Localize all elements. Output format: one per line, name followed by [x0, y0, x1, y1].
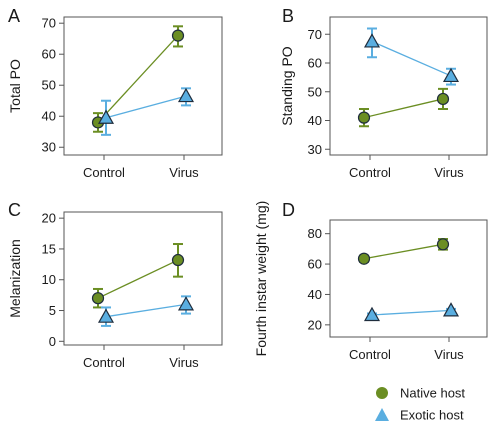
panel-letter: A [8, 6, 20, 26]
data-point-triangle [177, 87, 195, 103]
data-point-circle [171, 253, 185, 267]
y-tick-label: 50 [308, 84, 322, 99]
y-tick-label: 50 [42, 78, 56, 93]
data-point-triangle [363, 306, 381, 322]
y-axis-label: Melanization [7, 239, 23, 318]
y-tick-label: 40 [42, 109, 56, 124]
y-tick-label: 70 [308, 27, 322, 42]
data-point-triangle [442, 302, 460, 317]
y-tick-label: 60 [308, 56, 322, 71]
data-point-circle [357, 252, 371, 265]
data-point-triangle [177, 296, 195, 311]
legend-marker-triangle [375, 408, 389, 421]
x-tick-label: Control [83, 165, 125, 180]
y-tick-label: 10 [42, 272, 56, 287]
y-tick-label: 70 [42, 16, 56, 31]
panel-b: B 30 40 50 60 70 Control Virus Standing PO [279, 6, 488, 180]
y-tick-label: 20 [42, 211, 56, 226]
data-point-circle [436, 92, 450, 106]
panel-letter: D [282, 200, 295, 220]
data-point-circle [436, 238, 450, 251]
panel-letter: B [282, 6, 294, 26]
y-tick-label: 40 [308, 287, 322, 302]
legend-label: Exotic host [400, 408, 464, 423]
panel-letter: C [8, 200, 21, 220]
series-line [97, 35, 179, 123]
y-tick-label: 30 [42, 140, 56, 155]
legend-label: Native host [400, 386, 465, 401]
x-tick-label: Virus [434, 347, 464, 362]
panel-d: D 20 40 60 80 Control Virus Fourth instar weigh… [253, 200, 488, 362]
data-point-triangle [97, 109, 115, 124]
y-tick-label: 40 [308, 113, 322, 128]
y-axis-label: Standing PO [279, 46, 295, 125]
data-point-triangle [442, 67, 460, 83]
x-tick-label: Control [349, 347, 391, 362]
data-point-circle [91, 292, 105, 305]
series-exotic-host [97, 87, 195, 136]
y-axis-label: Fourth instar weight (mg) [253, 201, 269, 357]
x-tick-label: Virus [434, 165, 464, 180]
series-native-host [357, 87, 450, 128]
x-tick-label: Virus [169, 355, 199, 370]
series-line [371, 40, 452, 77]
series-line [371, 309, 452, 316]
legend: Native host Exotic host [375, 386, 465, 423]
series-exotic-host [97, 295, 195, 327]
legend-marker-circle [376, 387, 388, 399]
series-native-host [357, 237, 450, 265]
data-point-circle [357, 111, 371, 124]
plot-frame [329, 219, 488, 338]
y-tick-label: 60 [308, 257, 322, 272]
series-line [105, 95, 187, 119]
plot-frame [329, 16, 488, 156]
plot-frame [63, 16, 223, 156]
data-point-triangle [97, 308, 115, 323]
series-line [363, 243, 444, 260]
y-tick-label: 20 [308, 317, 322, 332]
x-tick-label: Control [83, 355, 125, 370]
series-exotic-host [363, 302, 460, 322]
panel-a: A 30 40 50 60 70 Control Virus Total PO [7, 6, 223, 180]
series-line [97, 259, 179, 299]
plot-frame [63, 211, 223, 346]
x-tick-label: Virus [169, 165, 199, 180]
x-tick-label: Control [349, 165, 391, 180]
data-point-circle [171, 29, 185, 42]
y-tick-label: 5 [49, 303, 56, 318]
series-native-host [91, 243, 185, 309]
y-tick-label: 60 [42, 47, 56, 62]
y-tick-label: 0 [49, 334, 56, 349]
panel-c: C 0 5 10 15 20 Control Virus Melanization [7, 200, 223, 370]
y-tick-label: 15 [42, 241, 56, 256]
data-point-triangle [363, 33, 381, 48]
series-native-host [91, 25, 185, 133]
series-line [105, 303, 187, 318]
series-exotic-host [363, 27, 460, 86]
y-axis-label: Total PO [7, 59, 23, 113]
y-tick-label: 80 [308, 226, 322, 241]
y-tick-label: 30 [308, 142, 322, 157]
series-line [363, 98, 444, 119]
